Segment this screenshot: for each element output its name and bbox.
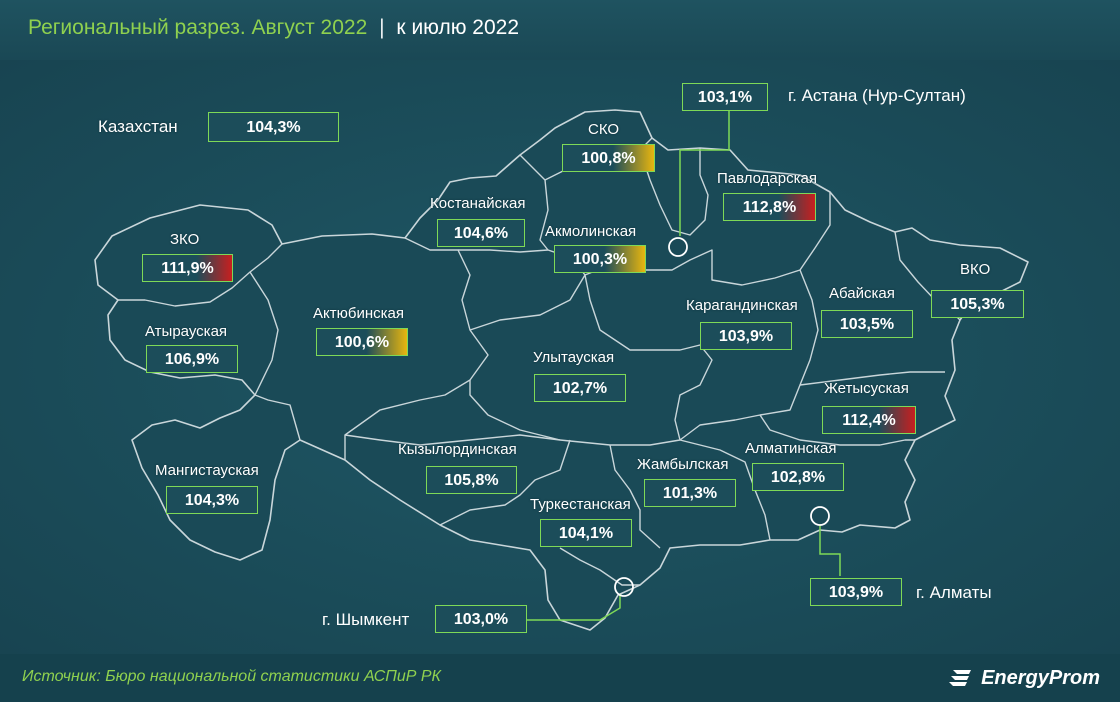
border-kyzylorda-turkestan [344,434,561,446]
ulytau-value-box: 102,7% [534,374,626,402]
footer-bar: Источник: Бюро национальной статистики А… [0,654,1120,702]
country-label: Казахстан [98,117,178,136]
astana-marker [668,237,688,257]
sko-label: СКО [588,121,620,138]
brand-name: EnergyProm [981,666,1100,689]
title-subtitle: к июлю 2022 [396,16,520,39]
kostanay-label: Костанайская [430,195,526,212]
border-zko [118,243,283,307]
pavlodar-value-box: 112,8% [723,193,816,221]
akmola-label: Акмолинская [545,223,637,240]
karaganda-label: Карагандинская [686,297,798,314]
almaty-region-value-box: 102,8% [752,463,844,491]
almaty-leader [819,525,841,576]
vko-label: ВКО [960,261,991,278]
vko-value-box: 105,3% [931,290,1024,318]
aktobe-value-box: 100,6% [316,328,408,356]
atyrau-label: Атырауская [145,323,228,340]
header-bar: Региональный разрез. Август 2022 | к июл… [0,0,1120,60]
zhetysu-label: Жетысуская [824,380,909,397]
almaty-marker [810,506,830,526]
kyzylorda-label: Кызылординская [398,441,517,458]
zhambyl-value-box: 101,3% [644,479,736,507]
aktobe-label: Актюбинская [313,305,404,322]
astana-value-box: 103,1% [682,83,768,111]
title-main: Региональный разрез. Август 2022 [28,16,368,39]
kostanay-value-box: 104,6% [437,219,525,247]
shymkent-marker [614,577,634,597]
source-note: Источник: Бюро национальной статистики А… [22,668,441,685]
ulytau-label: Улытауская [533,349,615,366]
almaty-region-label: Алматинская [745,440,837,457]
border-zhetysu-almaty [759,414,915,446]
border-turkestan-zhambyl [609,444,661,549]
title-separator: | [379,16,385,39]
almaty-city-value-box: 103,9% [810,578,902,606]
sko-value-box: 100,8% [562,144,655,172]
turkestan-label: Туркестанская [530,496,631,513]
zko-label: ЗКО [170,231,200,248]
border-ulytau-karaganda [469,274,713,446]
abay-value-box: 103,5% [821,310,913,338]
pavlodar-label: Павлодарская [717,170,817,187]
border-atyrau-aktobe [249,271,279,396]
border-karaganda-abay [679,269,819,441]
akmola-value-box: 100,3% [554,245,646,273]
almaty-city-label: г. Алматы [916,583,992,602]
country-value-box: 104,3% [208,112,339,142]
border-shymkent [559,547,640,586]
border-abay-zhetysu [799,371,945,386]
zhambyl-label: Жамбылская [637,456,729,473]
zhetysu-value-box: 112,4% [822,406,916,434]
brand-logo: EnergyProm [949,664,1100,692]
turkestan-value-box: 104,1% [540,519,632,547]
border-kostanay-akmola [519,154,549,251]
mangistau-value-box: 104,3% [166,486,258,514]
country-outline [94,109,1029,631]
zko-value-box: 111,9% [142,254,233,282]
mangistau-label: Мангистауская [155,462,259,479]
shymkent-value-box: 103,0% [435,605,527,633]
border-akmola-east [639,148,709,236]
border-mangistau [254,394,301,441]
border-zhambyl-almaty [679,439,771,541]
border-turkestan-west [439,439,571,526]
abay-label: Абайская [829,285,895,302]
atyrau-value-box: 106,9% [146,345,238,373]
shymkent-leader [527,594,621,621]
page-title: Региональный разрез. Август 2022 | к июл… [28,16,519,40]
shymkent-label: г. Шымкент [322,610,410,629]
kazakhstan-map [94,95,1029,631]
energyprom-logo-icon [949,670,972,686]
astana-label: г. Астана (Нур-Султан) [788,86,966,105]
kyzylorda-value-box: 105,8% [426,466,517,494]
karaganda-value-box: 103,9% [700,322,792,350]
